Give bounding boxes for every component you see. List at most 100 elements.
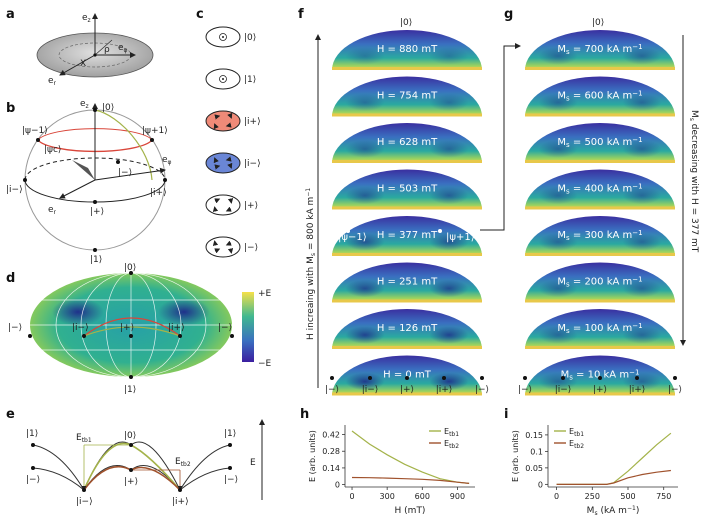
h-ylabel: E (arb. units) — [308, 430, 317, 482]
svg-text:|0⟩: |0⟩ — [124, 263, 136, 273]
panel-b: b |0⟩ |1⟩ ez |ψ−1⟩ |ψ+1⟩ |ψc⟩ |i−⟩ |i+⟩ … — [6, 99, 172, 265]
i-ytick-1: 0.05 — [525, 464, 543, 473]
panel-label-d: d — [6, 271, 15, 286]
i-series-1 — [556, 469, 671, 485]
svg-text:|1⟩: |1⟩ — [90, 255, 102, 265]
blue-region-left — [52, 298, 104, 326]
svg-text:−E: −E — [258, 359, 272, 369]
rho-label: ρ — [104, 45, 110, 55]
h-xtick-2: 600 — [415, 492, 430, 501]
svg-text:+E: +E — [258, 289, 272, 299]
g-ms-label-7: Ms = 10 kA m−1 — [561, 369, 640, 382]
g-ms-label-1: Ms = 600 kA m−1 — [557, 90, 642, 103]
state-label-2: |i+⟩ — [244, 117, 261, 127]
g-xtick-3: |i+⟩ — [629, 385, 646, 395]
svg-text:|i+⟩: |i+⟩ — [150, 188, 167, 198]
rho-line — [94, 39, 113, 56]
svg-text:er: er — [48, 205, 57, 216]
green-arc — [94, 109, 153, 181]
f-field-label-3: H = 503 mT — [377, 184, 438, 195]
panel-a: a ez er eφ X ρ — [6, 7, 154, 87]
i-ytick-2: 0.1 — [530, 447, 543, 456]
dot-psi-m1 — [36, 138, 40, 142]
g-xtick-2: |+⟩ — [593, 385, 607, 395]
g-ms-label-6: Ms = 100 kA m−1 — [557, 322, 642, 335]
svg-text:|1⟩: |1⟩ — [26, 429, 38, 439]
i-xtick-1: 250 — [585, 492, 600, 501]
i-ylabel: E (arb. units) — [511, 430, 520, 482]
origin-dot — [93, 53, 97, 57]
panel-d: d |0⟩ |1⟩ |−⟩ |i−⟩ |+⟩ |i+⟩ |−⟩ +E −E — [6, 263, 272, 395]
svg-text:|+⟩: |+⟩ — [124, 477, 138, 487]
dot-psi-p1 — [150, 138, 154, 142]
psi-m1-label: |ψ−1⟩ — [338, 232, 367, 243]
i-legend-0: Etb1 — [569, 427, 584, 438]
g-xtick-0: |−⟩ — [518, 385, 532, 395]
f-xtick-4: |−⟩ — [475, 385, 489, 395]
i-ytick-0: 0 — [538, 480, 543, 489]
panel-label-b: b — [6, 101, 15, 116]
svg-text:|+⟩: |+⟩ — [120, 323, 134, 333]
equator-front — [24, 179, 166, 203]
i-xlabel: Ms (kA m−1) — [587, 505, 640, 517]
dot-1 — [93, 248, 97, 252]
svg-text:|ψ+1⟩: |ψ+1⟩ — [142, 126, 168, 136]
panel-label-i: i — [504, 407, 508, 422]
svg-text:|−⟩: |−⟩ — [224, 475, 238, 485]
panel-e: e |1⟩ |−⟩ |1⟩ |−⟩ |i−⟩ |0⟩ |+⟩ |i+⟩ Etb1… — [6, 407, 265, 507]
h-legend-1: Etb2 — [444, 439, 459, 450]
panel-c: c |0⟩ |1⟩ |i+⟩ |i−⟩ |+⟩ |−⟩ — [196, 7, 261, 258]
red-path-d — [83, 317, 181, 337]
f-field-label-5: H = 251 mT — [377, 277, 438, 288]
svg-text:eφ: eφ — [118, 43, 128, 54]
dot-iminus — [23, 178, 27, 182]
f-xtick-1: |i−⟩ — [362, 385, 379, 395]
svg-text:|ψ−1⟩: |ψ−1⟩ — [22, 126, 48, 136]
g-ms-label-4: Ms = 300 kA m−1 — [557, 229, 642, 242]
panel-label-h: h — [300, 407, 309, 422]
f-field-label-7: H = 0 mT — [383, 370, 432, 381]
state-label-3: |i−⟩ — [244, 159, 261, 169]
panel-h: h 0 300 600 900 0 0.14 0.28 0.42 H (mT) E (arb. u… — [300, 407, 475, 516]
f-field-label-1: H = 754 mT — [377, 91, 438, 102]
svg-text:ez: ez — [80, 99, 89, 110]
i-xtick-3: 750 — [656, 492, 671, 501]
svg-text:|1⟩: |1⟩ — [224, 429, 236, 439]
svg-text:|−⟩: |−⟩ — [118, 168, 132, 178]
f-field-label-6: H = 126 mT — [377, 323, 438, 334]
h-ytick-2: 0.28 — [322, 447, 340, 456]
dot-minus — [116, 160, 120, 164]
state-label-0: |0⟩ — [244, 33, 256, 43]
i-ytick-3: 0.15 — [525, 431, 543, 440]
panel-label-f: f — [298, 7, 304, 22]
svg-text:|0⟩: |0⟩ — [124, 431, 136, 441]
g-ms-label-3: Ms = 400 kA m−1 — [557, 183, 642, 196]
colorbar — [242, 292, 254, 362]
h-xtick-1: 300 — [380, 492, 395, 501]
panel-i: i 0 250 500 750 0 0.05 0.1 0.15 Ms (kA m−1) E (ar… — [504, 407, 678, 517]
h-ytick-0: 0 — [335, 481, 340, 490]
g-side-label: Ms decreasing with H = 377 mT — [688, 110, 699, 253]
panel-f: f |0⟩ H increaing with Ms = 800 kA m−1 H… — [298, 7, 521, 396]
panel-g: g |0⟩ Ms decreasing with H = 377 mT Ms =… — [504, 7, 699, 396]
state-icon-2 — [205, 110, 241, 132]
panel-label-g: g — [504, 7, 513, 22]
blue-region-right — [158, 298, 210, 326]
f-xtick-0: |−⟩ — [325, 385, 339, 395]
h-xtick-3: 900 — [450, 492, 465, 501]
svg-text:E: E — [250, 458, 256, 468]
f-to-g-arrow — [480, 43, 521, 231]
ephi-axis-b — [94, 167, 166, 181]
svg-text:|−⟩: |−⟩ — [218, 323, 232, 333]
psi-p1-label: |ψ+1⟩ — [446, 232, 475, 243]
state-label-5: |−⟩ — [244, 243, 258, 253]
g-ms-label-5: Ms = 200 kA m−1 — [557, 276, 642, 289]
f-top-label: |0⟩ — [400, 18, 412, 28]
f-field-label-4: H = 377 mT — [377, 230, 438, 241]
g-xtick-4: |−⟩ — [668, 385, 682, 395]
er-axis — [59, 54, 96, 76]
f-xtick-3: |i+⟩ — [436, 385, 453, 395]
svg-text:eφ: eφ — [162, 155, 172, 166]
x-label: X — [80, 59, 86, 69]
er-axis-b — [59, 179, 96, 199]
